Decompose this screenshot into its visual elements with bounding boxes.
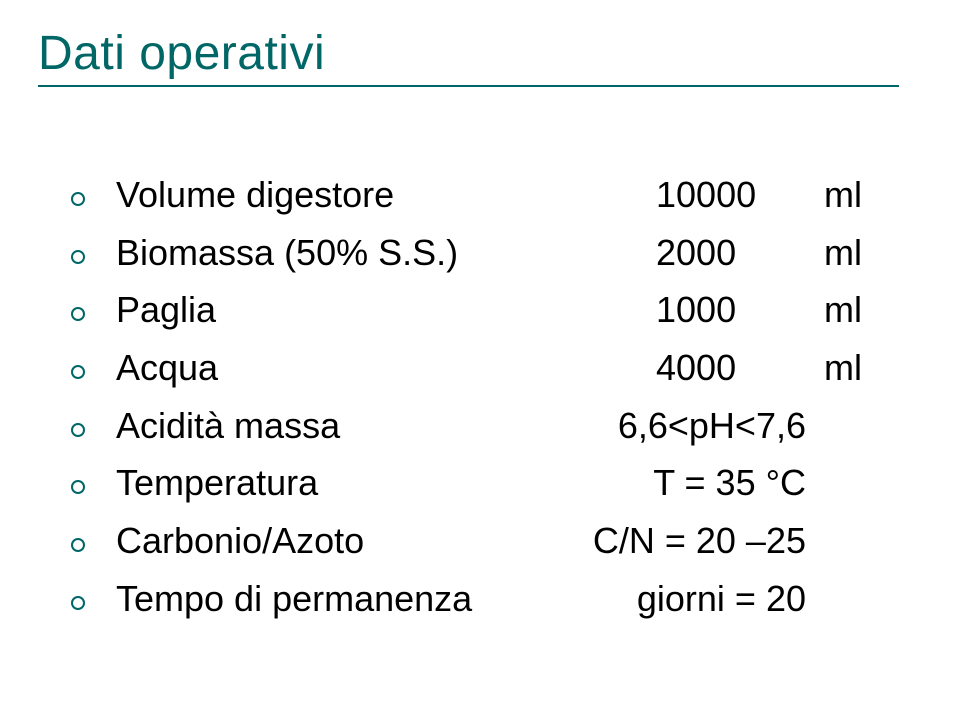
item-value: 10000 (656, 170, 806, 220)
list-item: Temperatura T = 35 °C (70, 458, 904, 508)
bullet-icon (70, 249, 116, 265)
list-item: Tempo di permanenza giorni = 20 (70, 574, 904, 624)
list-item: Carbonio/Azoto C/N = 20 –25 (70, 516, 904, 566)
slide-title: Dati operativi (38, 26, 899, 81)
bullet-icon (70, 595, 116, 611)
list-item: Biomassa (50% S.S.) 2000 ml (70, 228, 904, 278)
item-value: C/N = 20 –25 (593, 516, 806, 566)
item-label: Biomassa (50% S.S.) (116, 228, 656, 278)
bullet-icon (70, 364, 116, 380)
bullet-icon (70, 537, 116, 553)
slide: Dati operativi Volume digestore 10000 ml… (0, 0, 959, 720)
item-value: 1000 (656, 285, 806, 335)
item-value: T = 35 °C (653, 458, 806, 508)
item-label: Tempo di permanenza (116, 574, 637, 624)
list-item: Paglia 1000 ml (70, 285, 904, 335)
list-item: Volume digestore 10000 ml (70, 170, 904, 220)
bullet-icon (70, 422, 116, 438)
item-label: Volume digestore (116, 170, 656, 220)
item-label: Carbonio/Azoto (116, 516, 593, 566)
item-label: Temperatura (116, 458, 653, 508)
title-underline (38, 85, 899, 87)
list-item: Acqua 4000 ml (70, 343, 904, 393)
item-value: 6,6<pH<7,6 (618, 401, 806, 451)
title-block: Dati operativi (38, 26, 899, 95)
item-unit: ml (806, 343, 904, 393)
item-label: Acqua (116, 343, 656, 393)
bullet-icon (70, 191, 116, 207)
item-value: giorni = 20 (637, 574, 806, 624)
item-label: Paglia (116, 285, 656, 335)
item-value: 4000 (656, 343, 806, 393)
item-value: 2000 (656, 228, 806, 278)
item-unit: ml (806, 170, 904, 220)
item-unit: ml (806, 228, 904, 278)
bullet-icon (70, 479, 116, 495)
list-item: Acidità massa 6,6<pH<7,6 (70, 401, 904, 451)
bullet-icon (70, 306, 116, 322)
item-label: Acidità massa (116, 401, 618, 451)
item-unit: ml (806, 285, 904, 335)
bullet-list: Volume digestore 10000 ml Biomassa (50% … (70, 170, 904, 623)
